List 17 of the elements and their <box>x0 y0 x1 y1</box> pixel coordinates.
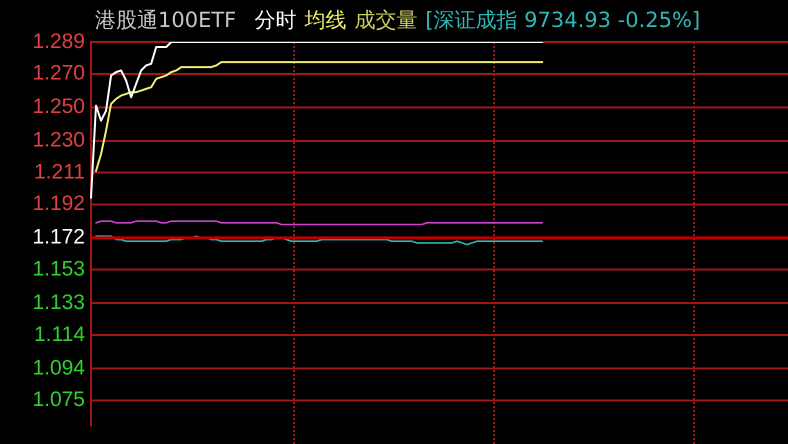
y-tick-label: 1.270 <box>32 62 85 85</box>
y-tick-label: 1.114 <box>34 322 86 346</box>
series-label: 均线 <box>304 8 346 32</box>
text: 成交量 <box>354 8 418 32</box>
y-tick-label: 1.133 <box>32 290 85 314</box>
y-tick-label: 1.172 <box>32 226 85 249</box>
y-tick-label: 1.094 <box>32 356 86 380</box>
y-tick-label: 1.250 <box>32 95 85 118</box>
y-tick-label: 1.289 <box>32 30 85 53</box>
y-tick-label: 1.211 <box>34 160 85 184</box>
chart-title: 港股通100ETF <box>95 8 236 32</box>
series-label: 分时 <box>254 8 296 32</box>
y-tick-label: 1.192 <box>32 192 85 216</box>
y-tick-label: 1.153 <box>32 257 85 280</box>
y-tick-label: 1.230 <box>32 128 85 152</box>
y-tick-label: 1.075 <box>32 388 85 412</box>
text: [深证成指 9734.93 -0.25%] <box>425 8 700 32</box>
